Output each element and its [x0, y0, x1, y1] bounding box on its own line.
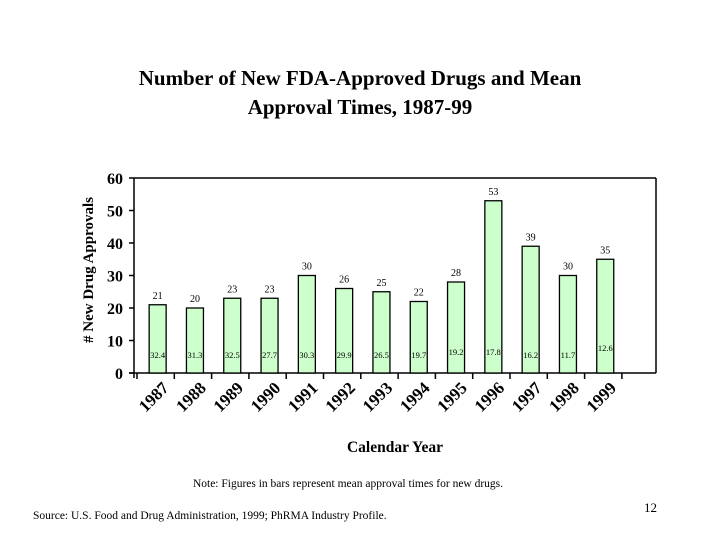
bar — [521, 245, 540, 374]
bar-value-label: 20 — [190, 294, 200, 305]
bar-approval-time-label: 27.7 — [262, 350, 277, 360]
bar — [297, 274, 317, 374]
data-labels: 21 32.4 20 31.3 23 32.5 23 27.7 30 30.3 26 29.9 25 26… — [150, 187, 612, 360]
bar-approval-time-label: 32.4 — [150, 350, 166, 360]
bar-value-label: 30 — [302, 262, 312, 273]
y-tick-label: 50 — [107, 204, 123, 221]
bar-approval-time-label: 11.7 — [561, 350, 576, 360]
y-tick-label: 60 — [107, 171, 123, 188]
bar — [409, 300, 428, 374]
y-tick-label: 40 — [107, 236, 123, 253]
bar — [558, 274, 578, 374]
bar-approval-time-label: 29.9 — [337, 350, 352, 360]
x-tick-label: 1994 — [396, 378, 434, 416]
page-number: 12 — [644, 500, 657, 515]
x-tick-label: 1995 — [433, 378, 470, 415]
x-tick-label: 1998 — [545, 378, 582, 415]
source-citation: Source: U.S. Food and Drug Administratio… — [33, 510, 387, 522]
x-tick-label: 1999 — [583, 378, 620, 415]
chart-title-line-2: Approval Times, 1987-99 — [247, 95, 473, 119]
bar-value-label: 30 — [563, 262, 573, 273]
x-tick-label: 1987 — [135, 378, 173, 416]
x-axis: 1987 1988 1989 1990 1991 1992 1993 1994 1995 1996… — [129, 372, 656, 416]
bar-value-label: 39 — [526, 232, 536, 243]
y-tick-label: 30 — [107, 269, 123, 286]
y-axis: 0 10 20 30 40 50 60 — [107, 171, 135, 383]
x-axis-label: Calendar Year — [347, 439, 443, 456]
chart-title-line-1: Number of New FDA-Approved Drugs and Mea… — [138, 66, 582, 90]
bar-value-label: 28 — [451, 268, 461, 279]
x-tick-label: 1992 — [322, 378, 359, 415]
bar — [334, 287, 354, 374]
x-tick-label: 1993 — [359, 378, 396, 415]
bar — [260, 297, 279, 374]
bar-value-label: 25 — [376, 278, 386, 289]
footnote: Note: Figures in bars represent mean app… — [192, 478, 504, 490]
y-tick-label: 10 — [107, 334, 123, 351]
bar — [185, 307, 205, 374]
plot-frame — [134, 177, 657, 373]
x-tick-label: 1990 — [247, 378, 284, 415]
bar — [223, 297, 242, 374]
bar-approval-time-label: 17.8 — [486, 347, 501, 357]
y-tick-label: 0 — [115, 366, 123, 383]
bar-approval-time-label: 32.5 — [225, 350, 240, 360]
bar — [446, 281, 466, 374]
y-tick-label: 20 — [107, 301, 123, 318]
bar-value-label: 53 — [488, 187, 498, 198]
bar-approval-time-label: 12.6 — [598, 343, 613, 353]
bar — [148, 304, 167, 374]
chart-title: Number of New FDA-Approved Drugs and Mea… — [0, 64, 720, 122]
bar-approval-time-label: 16.2 — [523, 350, 538, 360]
bar — [596, 258, 615, 374]
bar-value-label: 23 — [227, 284, 237, 295]
bar-value-label: 22 — [414, 288, 424, 299]
bar-approval-time-label: 26.5 — [374, 350, 389, 360]
bar — [484, 200, 503, 374]
bar-approval-time-label: 30.3 — [299, 350, 314, 360]
bar — [372, 291, 391, 374]
bar-approval-time-label: 19.2 — [449, 347, 464, 357]
x-tick-label: 1988 — [172, 378, 209, 415]
bars — [148, 200, 615, 374]
bar-value-label: 35 — [600, 245, 610, 256]
y-axis-label: # New Drug Approvals — [81, 197, 97, 343]
bar-approval-time-label: 31.3 — [188, 350, 203, 360]
x-tick-label: 1989 — [210, 378, 247, 415]
bar-value-label: 26 — [339, 275, 349, 286]
x-tick-label: 1991 — [284, 378, 321, 415]
bar-approval-time-label: 19.7 — [411, 350, 426, 360]
x-tick-label: 1997 — [508, 378, 546, 416]
x-tick-label: 1996 — [471, 378, 508, 415]
bar-value-label: 21 — [153, 291, 163, 302]
bar-value-label: 23 — [265, 284, 275, 295]
